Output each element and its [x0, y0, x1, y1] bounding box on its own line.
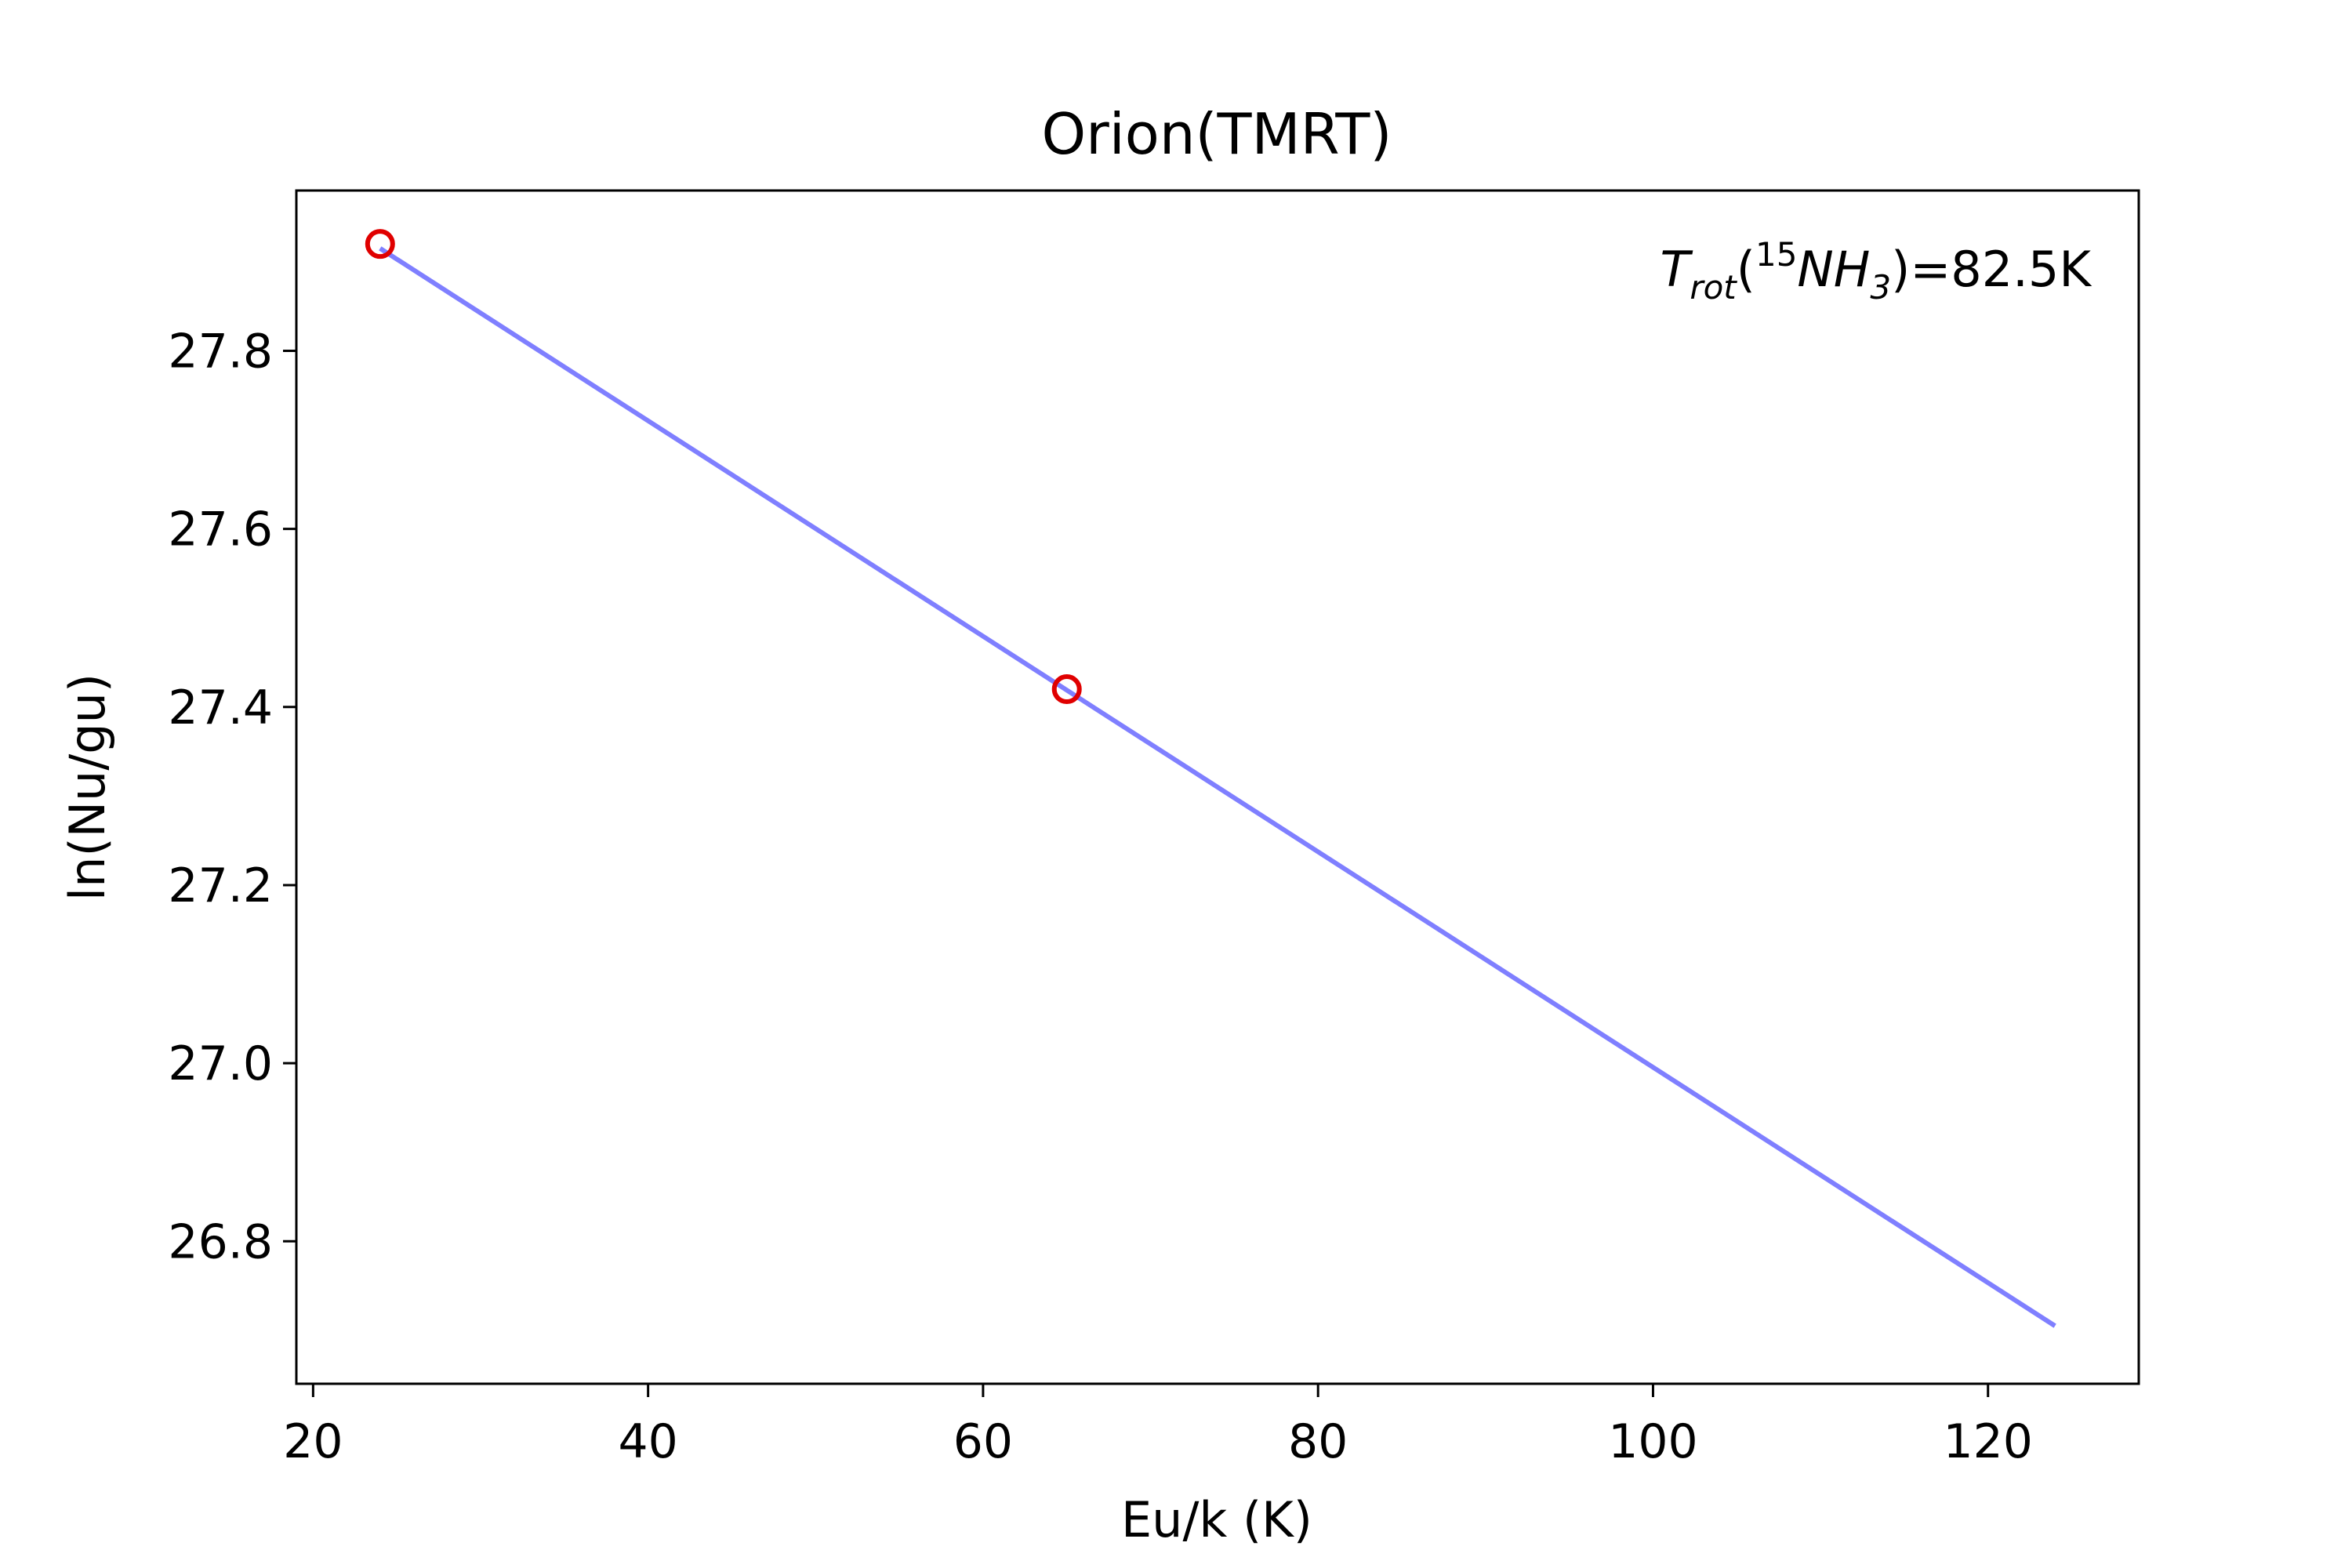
plot-area [365, 229, 2056, 1328]
annotation-t: T [1660, 241, 1693, 298]
y-tick-label: 27.2 [168, 858, 273, 913]
annotation-mol-sub: 3 [1870, 268, 1891, 307]
x-tick-label: 80 [1288, 1414, 1348, 1469]
x-tick-label: 120 [1943, 1414, 2033, 1469]
y-tick-label: 27.8 [168, 324, 273, 379]
y-tick-label: 26.8 [168, 1214, 273, 1269]
fit-line [379, 246, 2056, 1328]
y-tick-label: 27.4 [168, 681, 273, 735]
rotation-temperature-annotation: Trot(15NH3)=82.5K [1660, 235, 2092, 307]
annotation-isotope: 15 [1755, 235, 1797, 274]
y-axis-label: ln(Nu/gu) [59, 673, 116, 901]
axes-frame [295, 189, 2140, 1385]
annotation-paren-open: ( [1737, 241, 1755, 298]
x-axis: 20 40 60 80 100 120 [283, 1384, 2033, 1469]
x-axis-label: Eu/k (K) [1121, 1491, 1312, 1548]
annotation-value: )=82.5K [1891, 241, 2092, 298]
x-tick-label: 60 [953, 1414, 1013, 1469]
y-axis: 26.8 27.0 27.2 27.4 27.6 27.8 [168, 324, 296, 1269]
x-tick-label: 20 [283, 1414, 343, 1469]
data-point [365, 229, 395, 260]
y-tick-label: 27.6 [168, 503, 273, 557]
x-tick-label: 100 [1608, 1414, 1698, 1469]
annotation-molecule: NH [1797, 241, 1870, 298]
chart-title: Orion(TMRT) [1041, 101, 1392, 167]
x-tick-label: 40 [618, 1414, 677, 1469]
annotation-rot: rot [1690, 268, 1737, 307]
data-point [1051, 674, 1082, 705]
y-tick-label: 27.0 [168, 1036, 273, 1091]
